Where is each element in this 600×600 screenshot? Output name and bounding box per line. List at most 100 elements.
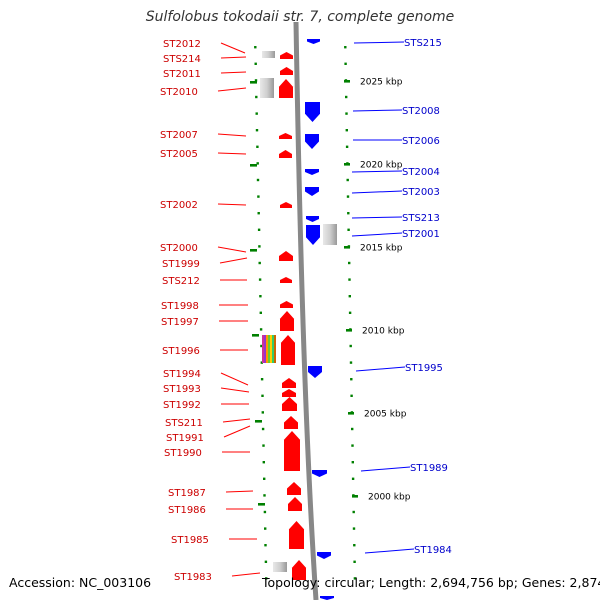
scale-label: 2010 kbp [362, 327, 405, 337]
forward-gene-arrow [282, 389, 296, 397]
forward-label-leader [220, 71, 247, 74]
forward-gene-label: ST1992 [163, 400, 201, 411]
scale-tick [352, 495, 358, 498]
forward-gene-label: ST2000 [160, 243, 198, 254]
guide-dot-right [347, 228, 350, 231]
guide-dot-left [254, 79, 258, 82]
forward-gene-arrow [288, 497, 302, 511]
reverse-gene-label: ST2003 [402, 187, 440, 198]
guide-dot-right [353, 544, 356, 547]
forward-gene-arrow [282, 397, 297, 411]
scale-tick-left [250, 81, 257, 84]
guide-dot-left [262, 444, 265, 447]
guide-dot-left [263, 510, 267, 514]
scale-tick [344, 80, 350, 83]
map-title: Sulfolobus tokodaii str. 7, complete gen… [145, 9, 455, 25]
forward-gene-arrow [280, 311, 294, 331]
guide-dot-left [264, 560, 268, 563]
reverse-gene-arrow [305, 169, 319, 175]
genome-backbone [293, 21, 319, 600]
forward-gene-label: ST2012 [163, 39, 201, 50]
forward-label-leader [220, 372, 249, 386]
scale-label: 2020 kbp [360, 161, 403, 171]
multicolor-feature-stripe [264, 335, 266, 363]
scale-label: 2015 kbp [360, 244, 403, 254]
guide-dot-right [345, 145, 349, 148]
forward-gene-label: ST1987 [168, 488, 206, 499]
guide-dot-right [345, 112, 348, 115]
guide-dot-left [263, 494, 266, 497]
forward-gene-arrow [280, 277, 292, 283]
guide-dot-left [257, 195, 260, 198]
reverse-gene-arrow [317, 552, 331, 559]
rna-feature [273, 562, 287, 572]
guide-dot-left [256, 162, 259, 165]
guide-dot-left [255, 95, 258, 99]
guide-dot-right [346, 178, 349, 182]
forward-label-leader [220, 56, 247, 59]
guide-dot-right [352, 527, 356, 530]
reverse-label-leader [355, 366, 406, 372]
multicolor-feature-stripe [262, 335, 264, 363]
forward-gene-label: ST2011 [163, 69, 201, 80]
reverse-gene-arrow [312, 470, 327, 477]
scale-label: 2005 kbp [364, 410, 407, 420]
forward-gene-label: ST1985 [171, 535, 209, 546]
forward-label-leader [223, 425, 251, 438]
accession-text: Accession: NC_003106 [9, 575, 152, 590]
multicolor-feature-stripe [272, 335, 274, 363]
forward-label-leader [219, 257, 248, 264]
forward-gene-arrow [282, 378, 296, 388]
guide-dot-left [259, 328, 263, 331]
forward-gene-label: ST1983 [174, 572, 212, 583]
guide-dot-right [349, 361, 353, 364]
reverse-label-leader [351, 190, 403, 194]
forward-gene-arrow [284, 431, 300, 471]
forward-gene-label: ST2007 [160, 130, 198, 141]
guide-dot-left [260, 378, 264, 381]
guide-dot-right [348, 261, 351, 265]
guide-dot-left [263, 477, 266, 480]
reverse-label-leader [351, 170, 403, 173]
forward-label-leader [217, 133, 247, 137]
reverse-gene-label: ST2008 [402, 106, 440, 117]
guide-dot-left [262, 461, 265, 464]
forward-gene-arrow [292, 560, 306, 580]
forward-gene-label: ST1990 [164, 448, 202, 459]
guide-dot-left [255, 129, 259, 132]
guide-dot-left [261, 411, 264, 414]
forward-gene-label: STS214 [163, 54, 201, 65]
guide-dot-left [260, 361, 263, 364]
guide-dot-left [256, 145, 259, 148]
forward-gene-label: ST1991 [166, 433, 204, 444]
scale-label: 2025 kbp [360, 78, 403, 88]
reverse-gene-arrow [306, 216, 319, 222]
forward-gene-label: ST1997 [161, 317, 199, 328]
guide-dot-right [353, 577, 357, 580]
forward-gene-label: ST1998 [161, 301, 199, 312]
scale-tick-left [250, 249, 257, 252]
forward-label-leader [217, 246, 247, 253]
guide-dot-left [259, 295, 262, 298]
multicolor-feature-stripe [266, 335, 268, 363]
reverse-gene-arrow [320, 596, 334, 600]
forward-label-leader [220, 387, 250, 393]
guide-dot-left [259, 311, 262, 314]
guide-dot-right [351, 427, 354, 431]
scale-tick-left [258, 503, 265, 506]
scale-tick [346, 329, 352, 332]
guide-dot-left [264, 527, 267, 530]
reverse-gene-arrow [308, 366, 322, 378]
reverse-gene-arrow [306, 225, 320, 245]
reverse-label-leader [351, 232, 403, 237]
guide-dot-left [255, 112, 258, 115]
guide-dot-right [353, 560, 356, 563]
reverse-gene-label: ST1995 [405, 363, 443, 374]
topology-text: Topology: circular; Length: 2,694,756 bp… [262, 575, 600, 590]
forward-gene-arrow [284, 416, 298, 429]
guide-dot-left [261, 427, 265, 431]
multicolor-feature-stripe [270, 335, 272, 363]
reverse-gene-label: ST2006 [402, 136, 440, 147]
reverse-gene-arrow [307, 39, 320, 44]
